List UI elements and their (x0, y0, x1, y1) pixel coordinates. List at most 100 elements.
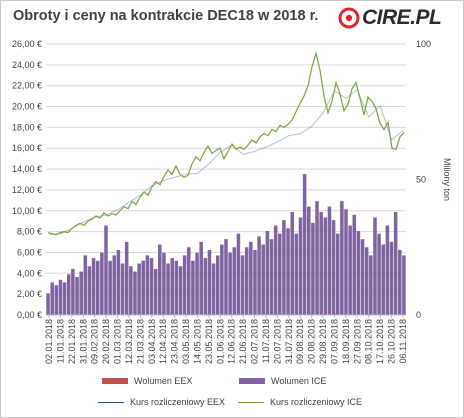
bar-ice-volume (87, 266, 92, 315)
bar-ice-volume (319, 212, 323, 315)
legend-label-ice-volume: Wolumen ICE (271, 376, 327, 386)
bar-ice-volume (249, 241, 253, 315)
x-tick-label: 11.01.2018 (55, 319, 65, 363)
bar-ice-volume (294, 233, 299, 315)
line-ice-price (47, 51, 405, 236)
x-tick-label: 20.08.2018 (307, 319, 317, 364)
bar-ice-volume (282, 220, 286, 315)
price-lines (47, 51, 405, 236)
x-tick-label: 12.06.2018 (227, 319, 237, 364)
bar-ice-volume (364, 247, 369, 315)
bar-ice-volume (286, 228, 290, 315)
bar-ice-volume (273, 225, 278, 315)
bar-ice-volume (377, 233, 381, 315)
y-tick-label: 18,00 € (12, 122, 42, 132)
x-tick-label: 07.09.2018 (329, 319, 339, 364)
bar-ice-volume (124, 241, 129, 315)
x-tick-label: 01.06.2018 (215, 319, 225, 364)
bar-ice-volume (66, 274, 71, 315)
y-tick-label: 16,00 € (12, 143, 42, 153)
bar-ice-volume (83, 255, 88, 315)
bar-ice-volume (211, 263, 216, 315)
x-tick-label: 31.07.2018 (284, 319, 294, 364)
legend-swatch-eex-volume (102, 378, 128, 384)
bar-ice-volume (91, 258, 96, 315)
bar-ice-volume (203, 258, 208, 315)
bar-ice-volume (174, 260, 179, 315)
y-tick-label: 0,00 € (17, 310, 42, 320)
bar-ice-volume (373, 217, 377, 315)
bar-ice-volume (385, 225, 390, 315)
y-tick-label: 14,00 € (12, 164, 42, 174)
y-tick-label: 22,00 € (12, 81, 42, 91)
bar-ice-volume (215, 255, 220, 315)
bar-ice-volume (75, 277, 79, 315)
bar-eex-volume (310, 313, 314, 315)
volume-bars (46, 174, 406, 316)
bar-ice-volume (220, 244, 224, 315)
bar-ice-volume (381, 244, 386, 315)
x-tick-label: 09.08.2018 (295, 319, 305, 364)
x-tick-label: 03.05.2018 (181, 319, 191, 364)
legend-swatch-ice-volume (239, 378, 265, 384)
x-tick-label: 23.05.2018 (204, 319, 214, 364)
y2-tick-label: 100 (416, 39, 431, 49)
y2-axis-label: Miliony ton (442, 158, 452, 201)
legend-eex-volume: Wolumen EEX (102, 376, 192, 386)
x-tick-label: 12.03.2018 (124, 319, 134, 364)
bar-ice-volume (62, 282, 67, 315)
bar-ice-volume (261, 244, 266, 315)
x-tick-label: 02.01.2018 (44, 319, 54, 364)
legend-swatch-ice-price (238, 401, 264, 403)
bar-ice-volume (257, 236, 261, 315)
x-tick-label: 11.07.2018 (261, 319, 271, 363)
logo-mark-icon (338, 7, 360, 29)
y-tick-label: 8,00 € (17, 227, 42, 237)
legend-ice-price: Kurs rozliczeniowy ICE (238, 397, 362, 407)
x-tick-label: 29.08.2018 (318, 319, 328, 364)
bar-ice-volume (145, 255, 150, 315)
y2-tick-label: 0 (416, 310, 421, 320)
x-tick-label: 26.10.2018 (387, 319, 397, 364)
bar-ice-volume (104, 225, 108, 315)
bar-ice-volume (186, 247, 191, 315)
bar-ice-volume (195, 252, 199, 315)
y-tick-label: 20,00 € (12, 102, 42, 112)
bar-ice-volume (323, 217, 328, 315)
bar-ice-volume (393, 212, 398, 315)
bar-ice-volume (58, 279, 63, 315)
bar-ice-volume (356, 230, 361, 315)
bar-ice-volume (100, 252, 104, 315)
x-tick-label: 23.04.2018 (170, 319, 180, 364)
bar-ice-volume (269, 239, 274, 315)
x-tick-label: 14.05.2018 (192, 319, 202, 364)
bar-ice-volume (129, 266, 133, 315)
bar-ice-volume (79, 271, 83, 315)
bar-ice-volume (360, 239, 365, 315)
bar-ice-volume (158, 244, 162, 315)
bar-ice-volume (112, 255, 117, 315)
bar-ice-volume (224, 239, 228, 315)
x-tick-label: 27.09.2018 (352, 319, 362, 364)
chart-title: Obroty i ceny na kontrakcie DEC18 w 2018… (13, 8, 319, 24)
bar-ice-volume (402, 255, 406, 315)
legend-label-eex-volume: Wolumen EEX (134, 376, 193, 386)
x-tick-label: 08.10.2018 (364, 319, 374, 364)
x-tick-label: 18.09.2018 (341, 319, 351, 364)
x-tick-label: 12.04.2018 (158, 319, 168, 364)
legend-label-ice-price: Kurs rozliczeniowy ICE (270, 397, 363, 407)
x-tick-label: 17.10.2018 (375, 319, 385, 364)
x-tick-label: 03.04.2018 (147, 319, 157, 364)
y-tick-label: 6,00 € (17, 247, 42, 257)
bar-ice-volume (331, 220, 336, 315)
bar-ice-volume (50, 282, 54, 315)
bar-ice-volume (352, 214, 357, 315)
line-eex-price (48, 89, 404, 236)
x-tick-label: 01.03.2018 (113, 319, 123, 364)
x-tick-label: 22.01.2018 (67, 319, 77, 364)
bar-eex-volume (207, 313, 211, 315)
legend-ice-volume: Wolumen ICE (239, 376, 326, 386)
bar-ice-volume (278, 233, 282, 315)
